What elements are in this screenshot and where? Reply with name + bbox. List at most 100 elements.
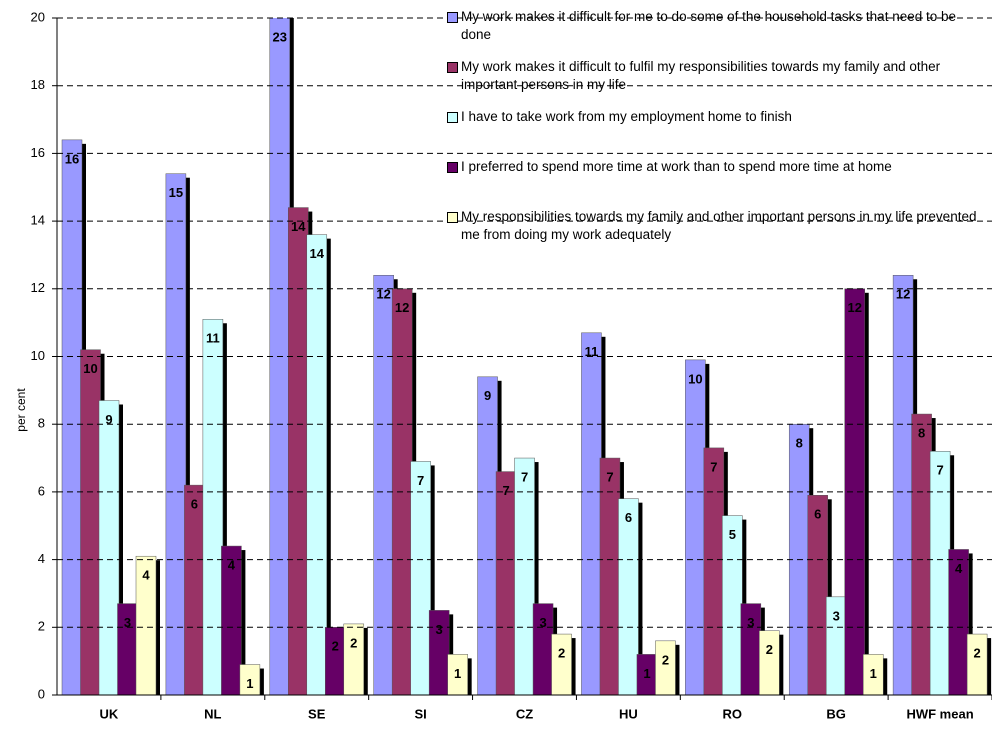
data-label: 11: [585, 344, 599, 359]
data-label: 23: [273, 29, 287, 44]
bar: [759, 630, 780, 696]
data-label: 12: [896, 287, 910, 302]
x-tick-label: NL: [204, 706, 221, 721]
bar: [685, 359, 706, 696]
legend-label: I preferred to spend more time at work t…: [461, 159, 892, 174]
data-label: 7: [502, 483, 509, 498]
bar: [202, 319, 224, 696]
y-tick-label: 0: [38, 686, 45, 701]
data-label: 12: [376, 287, 390, 302]
y-tick-label: 6: [38, 483, 45, 498]
legend-item: My responsibilities towards my family an…: [447, 208, 977, 244]
data-label: 8: [796, 436, 803, 451]
x-tick-label: SI: [414, 706, 426, 721]
bar: [966, 633, 988, 696]
data-label: 7: [710, 459, 717, 474]
legend-swatch: [447, 62, 458, 73]
bar: [98, 400, 120, 696]
y-tick-label: 16: [31, 145, 45, 160]
bar: [325, 627, 346, 696]
legend-item: My work makes it difficult to fulfil my …: [447, 58, 977, 94]
data-label: 12: [395, 300, 409, 315]
data-label: 7: [936, 463, 943, 478]
data-label: 1: [643, 666, 650, 681]
bar: [703, 447, 725, 696]
y-tick-label: 20: [31, 9, 45, 24]
x-tick-label: BG: [826, 706, 846, 721]
x-tick-label: RO: [723, 706, 743, 721]
data-label: 2: [662, 652, 669, 667]
data-label: 9: [484, 388, 491, 403]
data-label: 10: [83, 361, 97, 376]
data-label: 3: [436, 622, 443, 637]
data-label: 8: [918, 425, 925, 440]
bar: [929, 451, 951, 696]
data-label: 2: [332, 639, 339, 654]
legend-item: My work makes it difficult for me to do …: [447, 8, 977, 44]
legend-item: I preferred to spend more time at work t…: [447, 158, 977, 176]
data-label: 7: [417, 473, 424, 488]
bar: [581, 332, 602, 696]
y-tick-label: 10: [31, 348, 45, 363]
legend-label: My work makes it difficult for me to do …: [461, 9, 957, 42]
bar: [618, 498, 639, 696]
bar: [495, 471, 517, 696]
legend-label: I have to take work from my employment h…: [461, 109, 792, 124]
bar: [165, 173, 187, 696]
data-label: 12: [847, 300, 861, 315]
data-label: 15: [169, 185, 183, 200]
data-label: 14: [291, 219, 306, 234]
data-label: 4: [228, 557, 236, 572]
bar: [410, 461, 431, 696]
bar: [306, 234, 328, 696]
data-label: 3: [539, 615, 546, 630]
bar: [655, 640, 676, 696]
y-tick-label: 4: [38, 551, 45, 566]
data-label: 14: [310, 246, 325, 261]
x-tick-label: SE: [308, 706, 326, 721]
data-label: 2: [973, 646, 980, 661]
data-label: 11: [206, 331, 220, 346]
data-label: 2: [350, 635, 357, 650]
data-label: 2: [766, 642, 773, 657]
legend-swatch: [447, 112, 458, 123]
bar: [599, 457, 621, 696]
data-label: 3: [747, 615, 754, 630]
legend-swatch: [447, 162, 458, 173]
bar: [911, 413, 932, 696]
legend: My work makes it difficult for me to do …: [447, 8, 977, 258]
legend-item: I have to take work from my employment h…: [447, 108, 977, 126]
data-label: 5: [729, 527, 736, 542]
data-label: 1: [870, 666, 877, 681]
data-label: 9: [105, 412, 112, 427]
data-label: 6: [625, 510, 632, 525]
data-label: 3: [124, 615, 131, 630]
y-tick-label: 14: [31, 213, 45, 228]
data-label: 6: [191, 497, 198, 512]
data-label: 16: [65, 151, 79, 166]
data-label: 10: [688, 371, 702, 386]
y-tick-label: 18: [31, 77, 45, 92]
y-tick-label: 2: [38, 619, 45, 634]
y-tick-label: 8: [38, 416, 45, 431]
bar: [551, 633, 572, 696]
x-tick-label: UK: [100, 706, 119, 721]
bar: [288, 207, 309, 696]
data-label: 6: [814, 507, 821, 522]
legend-label: My work makes it difficult to fulfil my …: [461, 59, 941, 92]
data-label: 3: [833, 608, 840, 623]
bar: [61, 139, 83, 696]
x-tick-label: HWF mean: [906, 706, 973, 721]
legend-label: My responsibilities towards my family an…: [461, 209, 977, 242]
data-label: 1: [454, 666, 461, 681]
legend-swatch: [447, 212, 458, 223]
bar: [514, 457, 535, 696]
legend-swatch: [447, 12, 458, 23]
data-label: 1: [246, 676, 253, 691]
data-label: 7: [521, 469, 528, 484]
bar: [373, 275, 394, 696]
bar: [722, 515, 743, 696]
y-tick-label: 12: [31, 280, 45, 295]
